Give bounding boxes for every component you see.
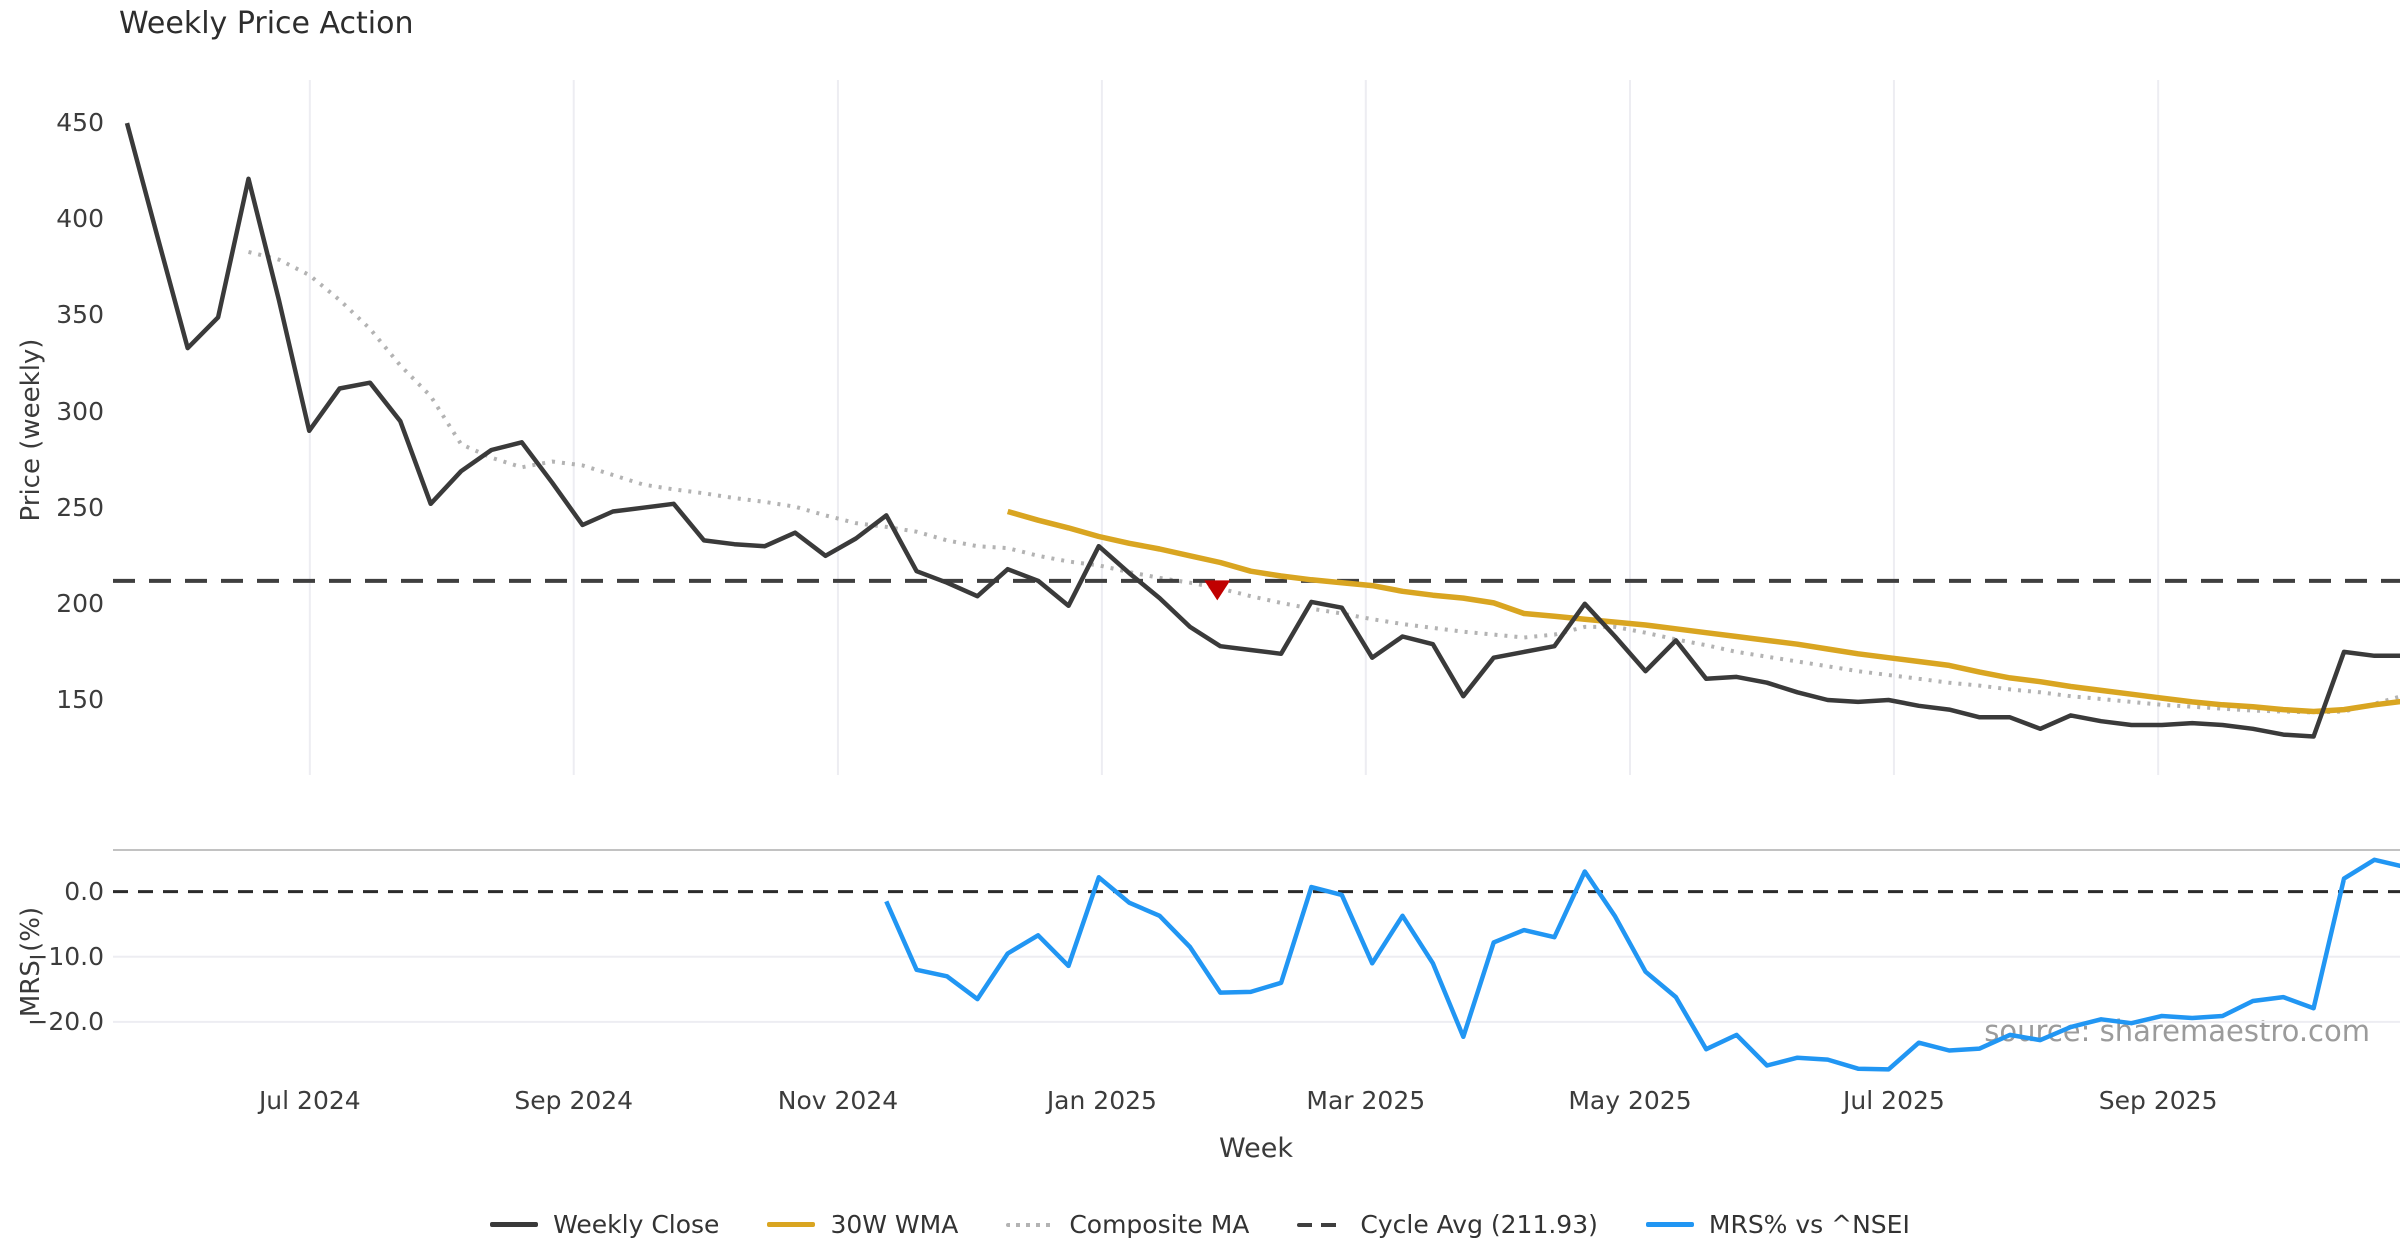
legend: Weekly Close 30W WMA Composite MA Cycle Avg… — [0, 1210, 2400, 1239]
x-tick-label: Jul 2024 — [258, 1086, 361, 1115]
mrs-tick-label: 0.0 — [64, 876, 104, 906]
legend-label: MRS% vs ^NSEI — [1708, 1210, 1910, 1239]
solid-line-swatch-icon — [490, 1222, 539, 1227]
mrs-line — [884, 857, 2400, 1072]
price-tick-label: 250 — [56, 492, 104, 522]
signal-marker-triangle-down — [1204, 580, 1231, 601]
legend-label: 30W WMA — [830, 1210, 959, 1239]
x-tick-label: Mar 2025 — [1306, 1086, 1426, 1115]
x-tick-label: Jul 2025 — [1843, 1086, 1945, 1115]
composite-ma-line — [248, 249, 2400, 715]
legend-label: Cycle Avg (211.93) — [1360, 1210, 1598, 1239]
mrs-tick-label: −20.0 — [27, 1006, 104, 1036]
legend-label: Composite MA — [1069, 1210, 1250, 1239]
price-tick-label: 400 — [56, 204, 104, 234]
legend-item-30w-wma: 30W WMA — [767, 1210, 958, 1239]
legend-label: Weekly Close — [553, 1210, 720, 1239]
dotted-line-swatch-icon — [1006, 1222, 1055, 1227]
dashed-line-swatch-icon — [1297, 1222, 1346, 1227]
x-tick-label: Sep 2024 — [514, 1086, 634, 1115]
price-tick-label: 450 — [56, 108, 104, 138]
solid-line-swatch-icon — [767, 1222, 816, 1227]
x-axis-label: Week — [1219, 1133, 1293, 1164]
x-tick-label: Jan 2025 — [1046, 1086, 1157, 1115]
price-tick-label: 150 — [56, 685, 104, 714]
legend-item-composite-ma: Composite MA — [1006, 1210, 1249, 1239]
weekly-close-line — [124, 122, 2400, 739]
source-watermark: source: sharemaestro.com — [1984, 1014, 2370, 1048]
x-tick-label: Nov 2024 — [777, 1086, 899, 1115]
price-tick-label: 300 — [56, 396, 104, 426]
legend-item-weekly-close: Weekly Close — [490, 1210, 719, 1239]
wma-30w-line — [1006, 508, 2400, 715]
legend-item-mrs-vs-nsei: MRS% vs ^NSEI — [1645, 1210, 1910, 1239]
x-tick-label: May 2025 — [1568, 1086, 1692, 1115]
price-tick-label: 350 — [56, 300, 104, 330]
chart-title: Weekly Price Action — [119, 6, 414, 41]
price-tick-label: 200 — [56, 588, 104, 618]
solid-line-swatch-icon — [1645, 1222, 1694, 1227]
x-tick-label: Sep 2025 — [2098, 1086, 2218, 1115]
mrs-tick-label: −10.0 — [27, 941, 104, 971]
legend-item-cycle-avg-211-93: Cycle Avg (211.93) — [1297, 1210, 1598, 1239]
